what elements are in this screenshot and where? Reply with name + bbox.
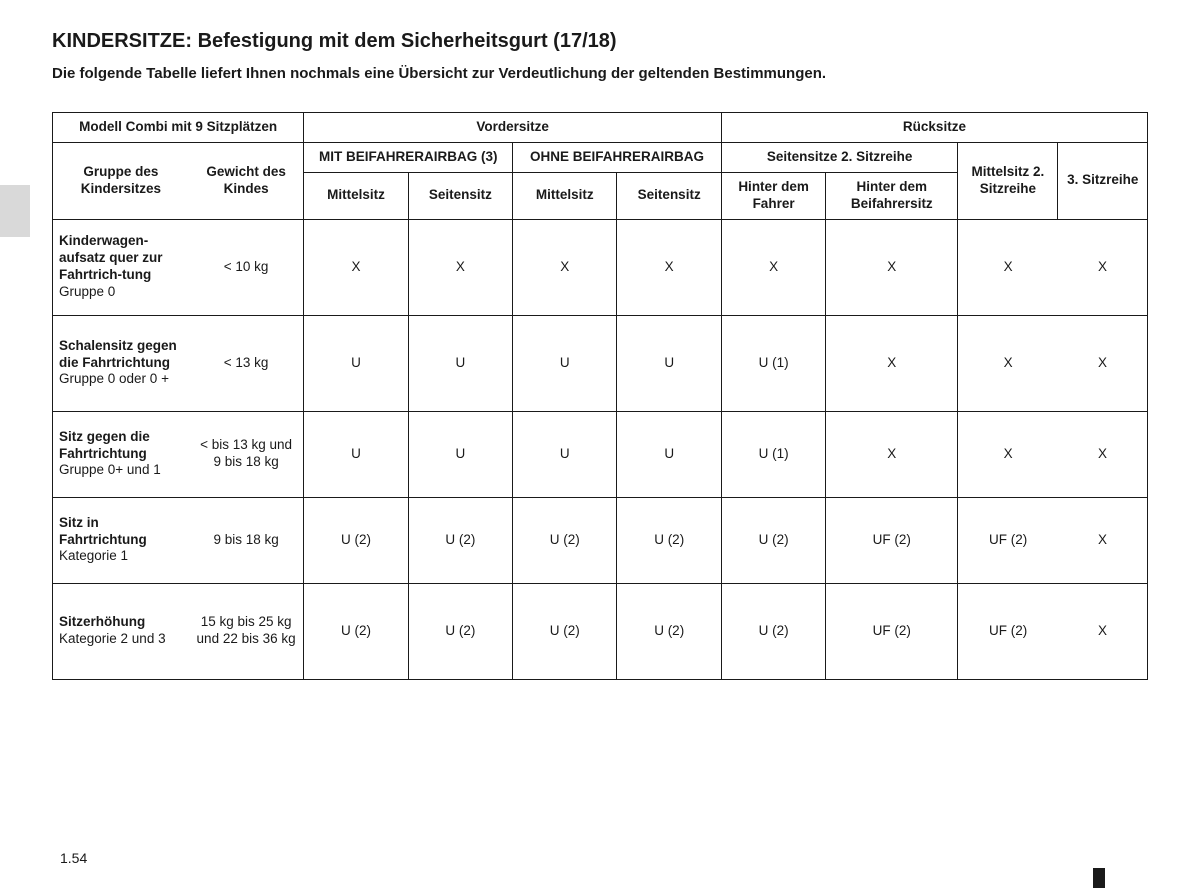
hdr-center-row2: Mittelsitz 2. Sitzreihe xyxy=(958,142,1058,219)
table-row: Sitz in Fahrtrichtung Kategorie 1 9 bis … xyxy=(53,497,1148,583)
hdr-center-b: Mittelsitz xyxy=(513,172,617,219)
page-subtitle: Die folgende Tabelle liefert Ihnen nochm… xyxy=(52,65,1148,82)
document-page: KINDERSITZE: Befestigung mit dem Sicherh… xyxy=(0,0,1200,680)
row-weight: 9 bis 18 kg xyxy=(189,497,304,583)
cell: X xyxy=(513,219,617,315)
hdr-behind-driver: Hinter dem Fahrer xyxy=(721,172,825,219)
cell: X xyxy=(1058,315,1148,411)
heading-main: KINDERSITZE: xyxy=(52,30,192,52)
table-row: Sitz gegen die Fahrtrichtung Gruppe 0+ u… xyxy=(53,411,1148,497)
row-weight: < 13 kg xyxy=(189,315,304,411)
cell: U (2) xyxy=(721,497,825,583)
cell: U (2) xyxy=(304,497,408,583)
cell: UF (2) xyxy=(958,583,1058,679)
cell: U (2) xyxy=(617,497,721,583)
cell: X xyxy=(958,219,1058,315)
cell: U (2) xyxy=(304,583,408,679)
footer-mark xyxy=(1093,868,1105,888)
hdr-side-b: Seitensitz xyxy=(617,172,721,219)
side-tab xyxy=(0,185,30,237)
cell: U xyxy=(617,315,721,411)
cell: U (1) xyxy=(721,411,825,497)
hdr-model: Modell Combi mit 9 Sitzplätzen xyxy=(53,113,304,143)
hdr-row3: 3. Sitzreihe xyxy=(1058,142,1148,219)
cell: U (2) xyxy=(617,583,721,679)
cell: X xyxy=(304,219,408,315)
cell: U xyxy=(304,411,408,497)
hdr-rear: Rücksitze xyxy=(721,113,1147,143)
row-label: Schalensitz gegen die Fahrtrichtung Grup… xyxy=(53,315,189,411)
cell: X xyxy=(958,315,1058,411)
cell: U (2) xyxy=(513,583,617,679)
hdr-weight: Gewicht des Kindes xyxy=(189,142,304,219)
cell: X xyxy=(1058,497,1148,583)
row-weight: 15 kg bis 25 kg und 22 bis 36 kg xyxy=(189,583,304,679)
child-seat-table: Modell Combi mit 9 Sitzplätzen Vordersit… xyxy=(52,112,1148,680)
cell: U xyxy=(513,315,617,411)
cell: UF (2) xyxy=(826,497,958,583)
cell: X xyxy=(826,219,958,315)
row-weight: < bis 13 kg und 9 bis 18 kg xyxy=(189,411,304,497)
cell: X xyxy=(826,315,958,411)
cell: U xyxy=(513,411,617,497)
table-row: Schalensitz gegen die Fahrtrichtung Grup… xyxy=(53,315,1148,411)
cell: U xyxy=(408,315,512,411)
page-number: 1.54 xyxy=(60,850,87,866)
row-label: Kinderwagen-aufsatz quer zur Fahrtrich-t… xyxy=(53,219,189,315)
page-heading: KINDERSITZE: Befestigung mit dem Sicherh… xyxy=(52,30,1148,53)
cell: UF (2) xyxy=(826,583,958,679)
hdr-without-airbag: OHNE BEIFAHRERAIRBAG xyxy=(513,142,722,172)
hdr-behind-passenger: Hinter dem Beifahrersitz xyxy=(826,172,958,219)
cell: X xyxy=(826,411,958,497)
hdr-front: Vordersitze xyxy=(304,113,722,143)
cell: X xyxy=(721,219,825,315)
cell: X xyxy=(408,219,512,315)
cell: UF (2) xyxy=(958,497,1058,583)
cell: U xyxy=(304,315,408,411)
cell: U (2) xyxy=(721,583,825,679)
heading-sub: Befestigung mit dem Sicherheitsgurt (17/… xyxy=(198,30,617,52)
hdr-group: Gruppe des Kindersitzes xyxy=(53,142,189,219)
cell: U xyxy=(617,411,721,497)
cell: U (2) xyxy=(408,583,512,679)
cell: X xyxy=(1058,583,1148,679)
row-label: Sitz gegen die Fahrtrichtung Gruppe 0+ u… xyxy=(53,411,189,497)
cell: X xyxy=(958,411,1058,497)
row-label: Sitzerhöhung Kategorie 2 und 3 xyxy=(53,583,189,679)
cell: X xyxy=(1058,219,1148,315)
table-row: Kinderwagen-aufsatz quer zur Fahrtrich-t… xyxy=(53,219,1148,315)
cell: U (2) xyxy=(408,497,512,583)
hdr-with-airbag: MIT BEIFAHRERAIRBAG (3) xyxy=(304,142,513,172)
hdr-side-row2: Seitensitze 2. Sitzreihe xyxy=(721,142,957,172)
hdr-side-a: Seitensitz xyxy=(408,172,512,219)
row-label: Sitz in Fahrtrichtung Kategorie 1 xyxy=(53,497,189,583)
cell: U xyxy=(408,411,512,497)
cell: X xyxy=(1058,411,1148,497)
cell: X xyxy=(617,219,721,315)
table-row: Sitzerhöhung Kategorie 2 und 3 15 kg bis… xyxy=(53,583,1148,679)
row-weight: < 10 kg xyxy=(189,219,304,315)
cell: U (2) xyxy=(513,497,617,583)
hdr-center-a: Mittelsitz xyxy=(304,172,408,219)
cell: U (1) xyxy=(721,315,825,411)
